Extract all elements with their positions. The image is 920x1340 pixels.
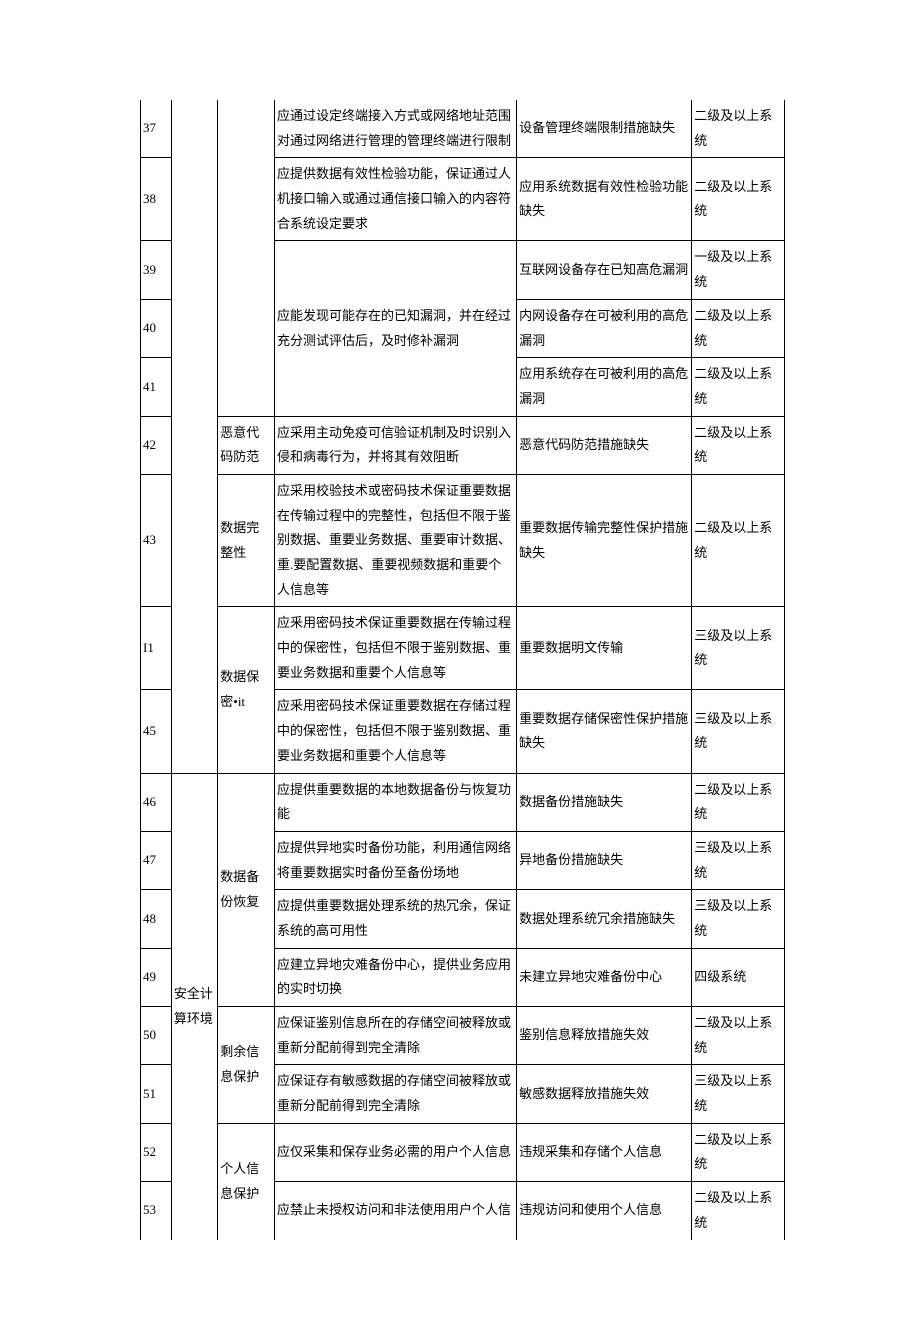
sub-cell: 数据备份恢复 — [218, 773, 275, 1007]
level-cell: 二级及以上系统 — [692, 416, 785, 474]
risk-cell: 敏感数据释放措施失效 — [517, 1065, 692, 1123]
level-cell: 二级及以上系统 — [692, 773, 785, 831]
req-cell: 应仅采集和保存业务必需的用户个人信息 — [274, 1123, 516, 1181]
level-cell: 二级及以上系统 — [692, 299, 785, 357]
risk-cell: 重要数据明文传输 — [517, 607, 692, 690]
sub-cell: 剩余信息保护 — [218, 1007, 275, 1124]
req-cell: 应釆用密码技术保证重要数据在存储过程中的保密性，包括但不限于鉴别数据、重要业务数… — [274, 690, 516, 773]
idx-cell: 50 — [141, 1007, 172, 1065]
sub-cell: 数据保密•it — [218, 607, 275, 773]
risk-cell: 未建立异地灾难备份中心 — [517, 948, 692, 1006]
idx-cell: 46 — [141, 773, 172, 831]
idx-cell: 47 — [141, 831, 172, 889]
idx-cell: 45 — [141, 690, 172, 773]
idx-cell: 48 — [141, 890, 172, 948]
idx-cell: 52 — [141, 1123, 172, 1181]
risk-cell: 重要数据存储保密性保护措施缺失 — [517, 690, 692, 773]
req-cell: 应保证存有敏感数据的存储空间被释放或重新分配前得到完全清除 — [274, 1065, 516, 1123]
risk-cell: 违规采集和存储个人信息 — [517, 1123, 692, 1181]
idx-cell: 40 — [141, 299, 172, 357]
req-cell: 应提供重要数据处理系统的热冗余，保证系统的高可用性 — [274, 890, 516, 948]
table-row: 42 恶意代码防范 应采用主动免疫可信验证机制及时识别入侵和病毒行为，并将其有效… — [141, 416, 785, 474]
idx-cell: 41 — [141, 358, 172, 416]
risk-cell: 设备管理终端限制措施缺失 — [517, 100, 692, 158]
table-row: 46 安全计算环境 数据备份恢复 应提供重要数据的本地数据备份与恢复功能 数据备… — [141, 773, 785, 831]
sub-cell: 恶意代码防范 — [218, 416, 275, 474]
level-cell: 二级及以上系统 — [692, 158, 785, 241]
req-cell: 应建立异地灾难备份中心，提供业务应用的实时切换 — [274, 948, 516, 1006]
level-cell: 二级及以上系统 — [692, 1007, 785, 1065]
risk-cell: 应用系统存在可被利用的高危漏洞 — [517, 358, 692, 416]
risk-cell: 恶意代码防范措施缺失 — [517, 416, 692, 474]
risk-cell: 数据备份措施缺失 — [517, 773, 692, 831]
sub-cell: 数据完整性 — [218, 474, 275, 606]
level-cell: 二级及以上系统 — [692, 1182, 785, 1240]
risk-cell: 内网设备存在可被利用的高危漏洞 — [517, 299, 692, 357]
req-cell: 应保证鉴别信息所在的存储空间被释放或重新分配前得到完全清除 — [274, 1007, 516, 1065]
req-cell: 应采用主动免疫可信验证机制及时识别入侵和病毒行为，并将其有效阻断 — [274, 416, 516, 474]
cat-cell — [171, 100, 217, 773]
risk-cell: 鉴别信息释放措施失效 — [517, 1007, 692, 1065]
security-requirements-table: 37 应通过设定终端接入方式或网络地址范围对通过网络进行管理的管理终端进行限制 … — [140, 100, 785, 1240]
req-cell: 应禁止未授权访问和非法使用用户个人信 — [274, 1182, 516, 1240]
idx-cell: 51 — [141, 1065, 172, 1123]
sub-cell: 个人信息保护 — [218, 1123, 275, 1239]
level-cell: 三级及以上系统 — [692, 607, 785, 690]
req-cell: 应提供重要数据的本地数据备份与恢复功能 — [274, 773, 516, 831]
level-cell: 三级及以上系统 — [692, 831, 785, 889]
risk-cell: 互联网设备存在已知高危漏洞 — [517, 241, 692, 299]
risk-cell: 违规访问和使用个人信息 — [517, 1182, 692, 1240]
idx-cell: 38 — [141, 158, 172, 241]
table-row: 50 剩余信息保护 应保证鉴别信息所在的存储空间被释放或重新分配前得到完全清除 … — [141, 1007, 785, 1065]
cat-cell: 安全计算环境 — [171, 773, 217, 1240]
table-row: 43 数据完整性 应采用校验技术或密码技术保证重要数据在传输过程中的完整性，包括… — [141, 474, 785, 606]
table-row: 52 个人信息保护 应仅采集和保存业务必需的用户个人信息 违规采集和存储个人信息… — [141, 1123, 785, 1181]
idx-cell: 37 — [141, 100, 172, 158]
req-cell: 应提供异地实时备份功能，利用通信网络将重要数据实时备份至备份场地 — [274, 831, 516, 889]
risk-cell: 应用系统数据有效性检验功能缺失 — [517, 158, 692, 241]
risk-cell: 数据处理系统冗余措施缺失 — [517, 890, 692, 948]
sub-cell — [218, 100, 275, 416]
req-cell: 应采用校验技术或密码技术保证重要数据在传输过程中的完整性，包括但不限于鉴别数据、… — [274, 474, 516, 606]
req-cell: 应釆用密码技术保证重要数据在传输过程中的保密性，包括但不限于鉴别数据、重要业务数… — [274, 607, 516, 690]
idx-cell: 53 — [141, 1182, 172, 1240]
risk-cell: 异地备份措施缺失 — [517, 831, 692, 889]
risk-cell: 重要数据传输完整性保护措施缺失 — [517, 474, 692, 606]
level-cell: 四级系统 — [692, 948, 785, 1006]
level-cell: 三级及以上系统 — [692, 1065, 785, 1123]
req-cell: 应提供数据有效性检验功能，保证通过人机接口输入或通过通信接口输入的内容符合系统设… — [274, 158, 516, 241]
idx-cell: 39 — [141, 241, 172, 299]
level-cell: 一级及以上系统 — [692, 241, 785, 299]
level-cell: 三级及以上系统 — [692, 690, 785, 773]
level-cell: 二级及以上系统 — [692, 1123, 785, 1181]
req-cell: 应通过设定终端接入方式或网络地址范围对通过网络进行管理的管理终端进行限制 — [274, 100, 516, 158]
req-cell: 应能发现可能存在的已知漏洞，并在经过充分测试评估后，及时修补漏洞 — [274, 241, 516, 416]
idx-cell: 49 — [141, 948, 172, 1006]
level-cell: 二级及以上系统 — [692, 358, 785, 416]
idx-cell: 42 — [141, 416, 172, 474]
table-row: I1 数据保密•it 应釆用密码技术保证重要数据在传输过程中的保密性，包括但不限… — [141, 607, 785, 690]
level-cell: 三级及以上系统 — [692, 890, 785, 948]
idx-cell: 43 — [141, 474, 172, 606]
level-cell: 二级及以上系统 — [692, 100, 785, 158]
idx-cell: I1 — [141, 607, 172, 690]
table-row: 37 应通过设定终端接入方式或网络地址范围对通过网络进行管理的管理终端进行限制 … — [141, 100, 785, 158]
level-cell: 二级及以上系统 — [692, 474, 785, 606]
